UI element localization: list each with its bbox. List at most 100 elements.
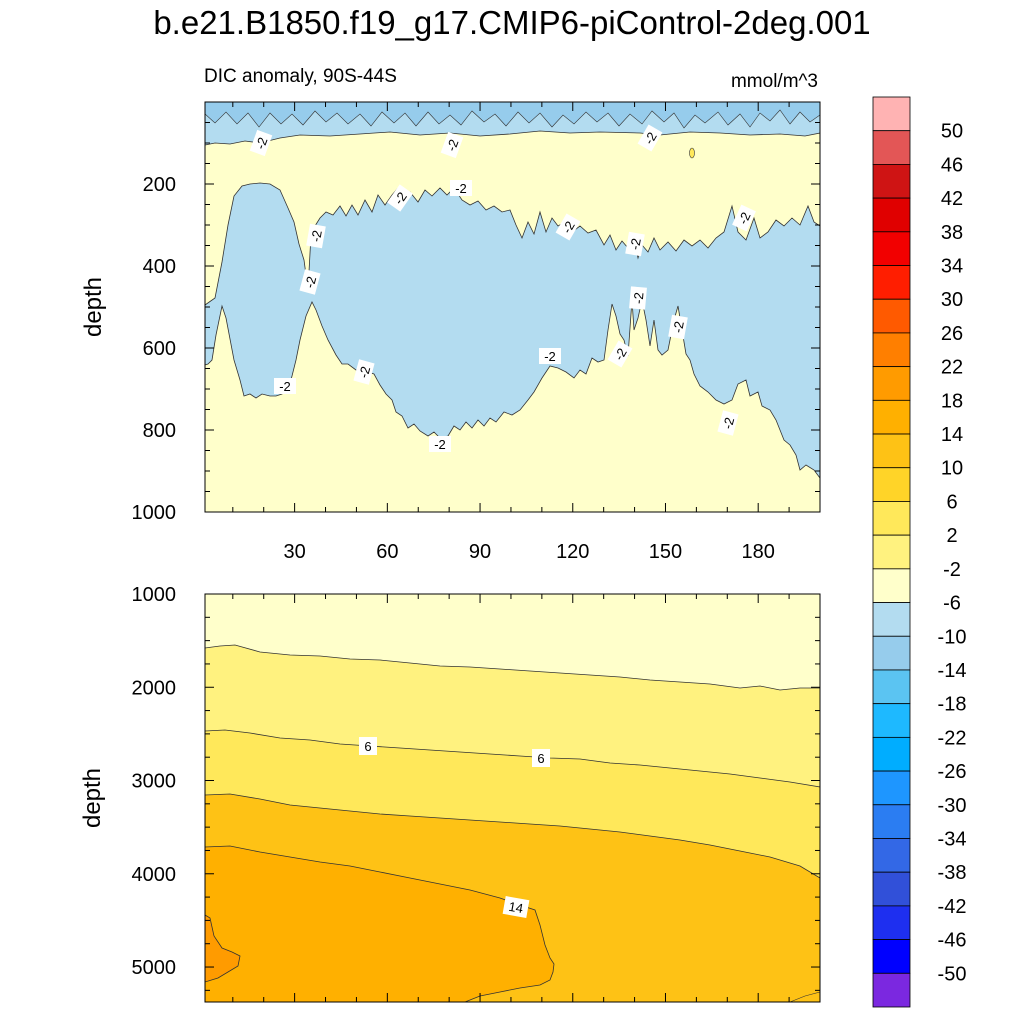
svg-text:-2: -2 — [356, 365, 373, 380]
colorbar-swatch — [872, 939, 911, 974]
colorbar-level-label: -14 — [938, 660, 967, 682]
contour-label: -2 — [607, 340, 633, 368]
contour-label: -2 — [637, 124, 663, 152]
colorbar-swatch — [872, 501, 911, 536]
colorbar-level-label: -2 — [943, 559, 961, 581]
upper-intermediate-negative-region — [204, 182, 821, 480]
colorbar-level-label: 38 — [941, 222, 963, 244]
svg-text:-2: -2 — [720, 416, 737, 431]
contour-label: -2 — [717, 410, 739, 436]
upper-axes: 30 60 90 120 150 180 200 400 600 800 1000 — [132, 101, 821, 563]
svg-text:-2: -2 — [252, 135, 270, 151]
contour-label: -2 — [539, 348, 561, 364]
colorbar-level-label: 6 — [946, 491, 957, 513]
contour-label: -2 — [629, 286, 647, 310]
svg-text:-2: -2 — [443, 137, 461, 153]
svg-text:14: 14 — [507, 899, 524, 916]
y-tick-label: 1000 — [132, 502, 177, 524]
contour-label: -2 — [555, 213, 581, 241]
colorbar-level-label: 46 — [941, 154, 963, 176]
units-label: mmol/m^3 — [731, 71, 818, 92]
upper-y-axis-label: depth — [80, 277, 107, 337]
svg-text:-2: -2 — [279, 379, 291, 394]
colorbar-level-label: -6 — [943, 593, 961, 615]
contour-label: -2 — [299, 269, 321, 295]
lower-band-14-to-18 — [204, 845, 555, 1003]
contour-label: -2 — [450, 180, 472, 196]
colorbar-level-label: -22 — [938, 727, 967, 749]
svg-text:-2: -2 — [455, 181, 467, 196]
upper-contour-labels: -2 -2 -2 -2 -2 -2 -2 -2 -2 -2 -2 -2 -2 -… — [249, 124, 756, 452]
colorbar-level-label: 42 — [941, 188, 963, 210]
upper-small-positive-speck — [689, 147, 695, 159]
colorbar-level-label: -26 — [938, 761, 967, 783]
colorbar-swatch — [872, 433, 911, 469]
colorbar-swatch — [872, 231, 911, 266]
x-tick-label: 30 — [283, 541, 305, 563]
colorbar-swatch — [872, 770, 911, 806]
svg-text:6: 6 — [537, 751, 544, 766]
colorbar-swatch — [872, 838, 911, 873]
variable-label: DIC anomaly, 90S-44S — [204, 66, 397, 87]
colorbar-level-label: -34 — [938, 828, 967, 850]
svg-text:-2: -2 — [631, 292, 647, 305]
contour-label: 6 — [532, 749, 550, 767]
contour-label: -2 — [732, 204, 756, 232]
colorbar-swatch — [872, 130, 911, 165]
y-tick-label: 800 — [143, 420, 176, 442]
colorbar-swatch — [872, 265, 911, 300]
colorbar-level-label: -10 — [938, 626, 967, 648]
colorbar-swatch — [872, 164, 911, 199]
colorbar-swatch — [872, 602, 911, 637]
svg-text:-2: -2 — [735, 210, 753, 227]
lower-contour-labels: 6 6 14 — [359, 737, 550, 918]
colorbar-swatch — [872, 871, 911, 907]
lower-plot-frame — [204, 593, 821, 1003]
y-tick-label: 200 — [143, 174, 176, 196]
colorbar-swatch — [872, 568, 911, 603]
colorbar: 50 46 42 38 34 30 26 22 18 14 10 6 2 -2 -6 -10 -14 -18 -22… — [872, 96, 967, 1008]
svg-text:-2: -2 — [434, 437, 446, 452]
colorbar-level-label: 34 — [941, 256, 963, 278]
colorbar-swatch — [872, 905, 911, 940]
x-tick-label: 120 — [556, 541, 589, 563]
contour-label: 6 — [359, 737, 377, 755]
svg-text:-2: -2 — [308, 229, 325, 243]
svg-text:-2: -2 — [302, 275, 319, 290]
colorbar-level-label: -46 — [938, 930, 967, 952]
colorbar-swatch — [872, 467, 911, 502]
colorbar-level-label: 2 — [946, 525, 957, 547]
colorbar-swatch — [872, 804, 911, 839]
colorbar-level-label: 30 — [941, 289, 963, 311]
svg-text:-2: -2 — [670, 320, 687, 334]
lower-band-18-to-22 — [204, 914, 241, 983]
contour-label: -2 — [274, 378, 296, 394]
lower-axes: 1000 2000 3000 4000 5000 — [132, 584, 821, 1002]
y-tick-label: 1000 — [132, 584, 177, 606]
colorbar-level-label: -50 — [938, 963, 967, 985]
figure-title: b.e21.B1850.f19_g17.CMIP6-piControl-2deg… — [153, 4, 870, 41]
y-tick-label: 600 — [143, 338, 176, 360]
colorbar-swatch — [872, 96, 911, 132]
colorbar-level-label: 10 — [941, 458, 963, 480]
contour-label: -2 — [625, 231, 645, 257]
x-tick-label: 60 — [376, 541, 398, 563]
colorbar-swatch — [872, 972, 911, 1008]
x-tick-label: 90 — [469, 541, 491, 563]
y-tick-label: 3000 — [132, 771, 177, 793]
y-tick-label: 4000 — [132, 864, 177, 886]
colorbar-level-label: 50 — [941, 121, 963, 143]
colorbar-level-label: -38 — [938, 862, 967, 884]
x-tick-label: 150 — [649, 541, 682, 563]
svg-text:6: 6 — [364, 739, 371, 754]
y-tick-label: 2000 — [132, 677, 177, 699]
contour-label: -2 — [353, 359, 375, 385]
colorbar-swatch — [872, 534, 911, 570]
colorbar-swatch — [872, 197, 911, 233]
colorbar-swatch — [872, 669, 911, 705]
colorbar-level-label: -42 — [938, 896, 967, 918]
svg-text:-2: -2 — [627, 237, 644, 251]
y-tick-label: 5000 — [132, 957, 177, 979]
upper-panel: DIC anomaly, 90S-44S mmol/m^3 -2 -2 -2 -… — [80, 66, 821, 563]
